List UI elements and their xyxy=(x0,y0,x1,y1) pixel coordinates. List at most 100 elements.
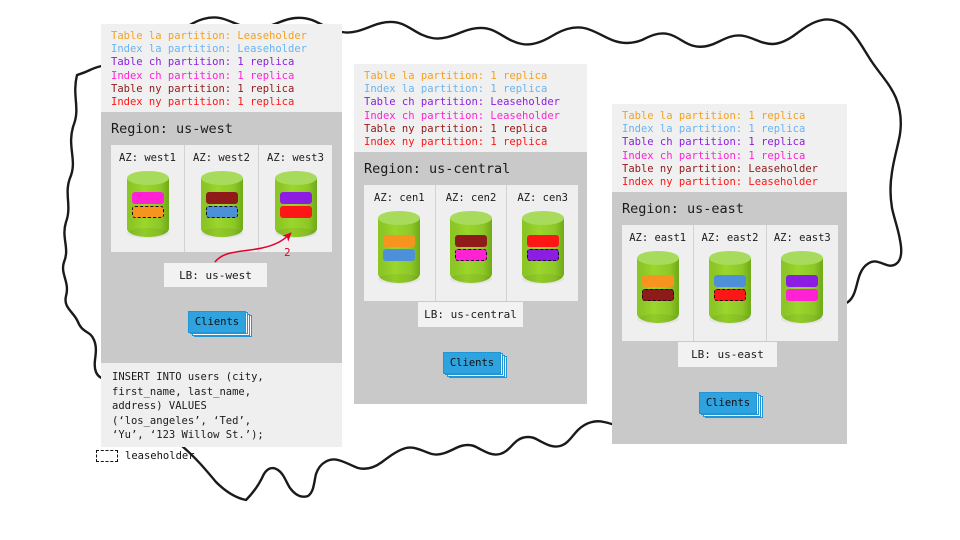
database-cylinder-cen2[interactable] xyxy=(450,211,492,284)
replica-bar xyxy=(786,289,819,301)
legend-line: Table ch partition: 1 replica xyxy=(622,136,806,149)
database-cylinder-west3[interactable] xyxy=(274,171,317,238)
sql-line: (‘los_angeles’, ‘Ted’, xyxy=(112,414,252,427)
cylinder-bottom-shade xyxy=(636,314,679,324)
load-balancer-us-central[interactable]: LB: us-central xyxy=(418,302,523,327)
az-strip-us-west: AZ: west1 AZ: west2 AZ: west3 xyxy=(111,145,332,252)
az-cell-east2[interactable]: AZ: east2 xyxy=(694,225,767,341)
region-title-us-west: Region: us-west xyxy=(111,121,233,137)
database-cylinder-west2[interactable] xyxy=(200,171,243,238)
legend-line: Index ch partition: Leaseholder xyxy=(364,109,560,122)
az-strip-us-east: AZ: east1 AZ: east2 AZ: east3 xyxy=(622,225,838,341)
legend-line: Table ny partition: 1 replica xyxy=(111,82,295,95)
database-cylinder-east1[interactable] xyxy=(636,251,679,324)
database-cylinder-west1[interactable] xyxy=(126,171,169,238)
cylinder-bottom-shade xyxy=(378,274,421,284)
replica-bar xyxy=(205,192,238,204)
replica-bar xyxy=(641,275,674,287)
cylinder-bottom-shade xyxy=(521,274,564,284)
legend-line: Table ny partition: Leaseholder xyxy=(622,162,818,175)
legend-line: Table ch partition: 1 replica xyxy=(111,56,295,69)
clients-us-central[interactable]: Clients xyxy=(443,352,507,378)
az-cell-east3[interactable]: AZ: east3 xyxy=(767,225,838,341)
cylinder-bottom-shade xyxy=(200,228,243,238)
replica-bar xyxy=(383,249,416,261)
legend-line: Index la partition: Leaseholder xyxy=(111,43,307,56)
az-label: AZ: west1 xyxy=(119,152,176,164)
cylinder-top xyxy=(708,251,751,265)
cylinder-bottom-shade xyxy=(781,314,824,324)
replica-bar xyxy=(786,275,819,287)
legend-line: Index ny partition: Leaseholder xyxy=(622,176,818,189)
az-label: AZ: cen2 xyxy=(445,192,497,204)
database-cylinder-cen1[interactable] xyxy=(378,211,421,284)
az-cell-cen2[interactable]: AZ: cen2 xyxy=(436,185,508,301)
replica-bar xyxy=(279,192,312,204)
sql-line: INSERT INTO users (city, xyxy=(112,371,264,383)
leaseholder-swatch-icon xyxy=(96,450,118,462)
legend-line: Index la partition: 1 replica xyxy=(622,123,806,136)
sql-line: ‘Yu’, ‘123 Willow St.’); xyxy=(112,429,264,442)
legend-line: Table la partition: Leaseholder xyxy=(111,30,307,42)
cylinder-top xyxy=(274,171,317,185)
az-label: AZ: east1 xyxy=(629,232,687,244)
az-cell-west3[interactable]: AZ: west3 xyxy=(259,145,332,252)
az-cell-cen1[interactable]: AZ: cen1 xyxy=(364,185,436,301)
cylinder-top xyxy=(450,211,492,225)
cylinder-top xyxy=(781,251,824,265)
leaseholder-legend-label: leaseholder xyxy=(125,450,195,462)
legend-us-west: Table la partition: Leaseholder Index la… xyxy=(101,24,342,112)
replica-bar xyxy=(205,206,238,218)
cylinder-bottom-shade xyxy=(274,228,317,238)
cylinder-bottom-shade xyxy=(708,314,751,324)
replica-bar xyxy=(641,289,674,301)
az-label: AZ: east3 xyxy=(773,232,831,244)
replica-bar xyxy=(455,249,487,261)
legend-line: Table ny partition: 1 replica xyxy=(364,122,548,135)
legend-line: Table la partition: 1 replica xyxy=(622,110,806,122)
az-cell-west2[interactable]: AZ: west2 xyxy=(185,145,259,252)
az-cell-west1[interactable]: AZ: west1 xyxy=(111,145,185,252)
az-label: AZ: west2 xyxy=(193,152,250,164)
legend-line: Index ny partition: 1 replica xyxy=(111,96,295,109)
replica-bar xyxy=(526,249,559,261)
legend-line: Table ch partition: Leaseholder xyxy=(364,96,560,109)
region-title-us-east: Region: us-east xyxy=(622,201,744,217)
cylinder-top xyxy=(200,171,243,185)
replica-bar xyxy=(455,235,487,247)
legend-us-central: Table la partition: 1 replica Index la p… xyxy=(354,64,587,152)
legend-us-east: Table la partition: 1 replica Index la p… xyxy=(612,104,847,192)
clients-label[interactable]: Clients xyxy=(699,392,757,414)
cylinder-bottom-shade xyxy=(126,228,169,238)
replica-bar xyxy=(131,192,164,204)
clients-label[interactable]: Clients xyxy=(188,311,246,333)
cylinder-top xyxy=(521,211,564,225)
replica-bar xyxy=(383,235,416,247)
az-label: AZ: cen1 xyxy=(374,192,425,204)
database-cylinder-east3[interactable] xyxy=(781,251,824,324)
database-cylinder-east2[interactable] xyxy=(708,251,751,324)
load-balancer-us-east[interactable]: LB: us-east xyxy=(678,342,777,367)
clients-us-west[interactable]: Clients xyxy=(188,311,252,337)
legend-line: Table la partition: 1 replica xyxy=(364,70,548,82)
load-balancer-us-west[interactable]: LB: us-west xyxy=(164,263,267,287)
replica-bar xyxy=(279,206,312,218)
leaseholder-legend: leaseholder xyxy=(96,450,195,462)
replica-bar xyxy=(131,206,164,218)
annotation-step-number: 2 xyxy=(284,246,291,259)
clients-label[interactable]: Clients xyxy=(443,352,501,374)
cylinder-top xyxy=(126,171,169,185)
az-cell-east1[interactable]: AZ: east1 xyxy=(622,225,695,341)
database-cylinder-cen3[interactable] xyxy=(521,211,564,284)
legend-line: Index ch partition: 1 replica xyxy=(622,149,806,162)
replica-bar xyxy=(526,235,559,247)
clients-us-east[interactable]: Clients xyxy=(699,392,763,418)
sql-line: first_name, last_name, xyxy=(112,385,252,398)
az-cell-cen3[interactable]: AZ: cen3 xyxy=(507,185,578,301)
az-label: AZ: west3 xyxy=(267,152,324,164)
cylinder-top xyxy=(636,251,679,265)
cylinder-bottom-shade xyxy=(450,274,492,284)
replica-bar xyxy=(713,289,746,301)
az-strip-us-central: AZ: cen1 AZ: cen2 AZ: cen3 xyxy=(364,185,578,301)
